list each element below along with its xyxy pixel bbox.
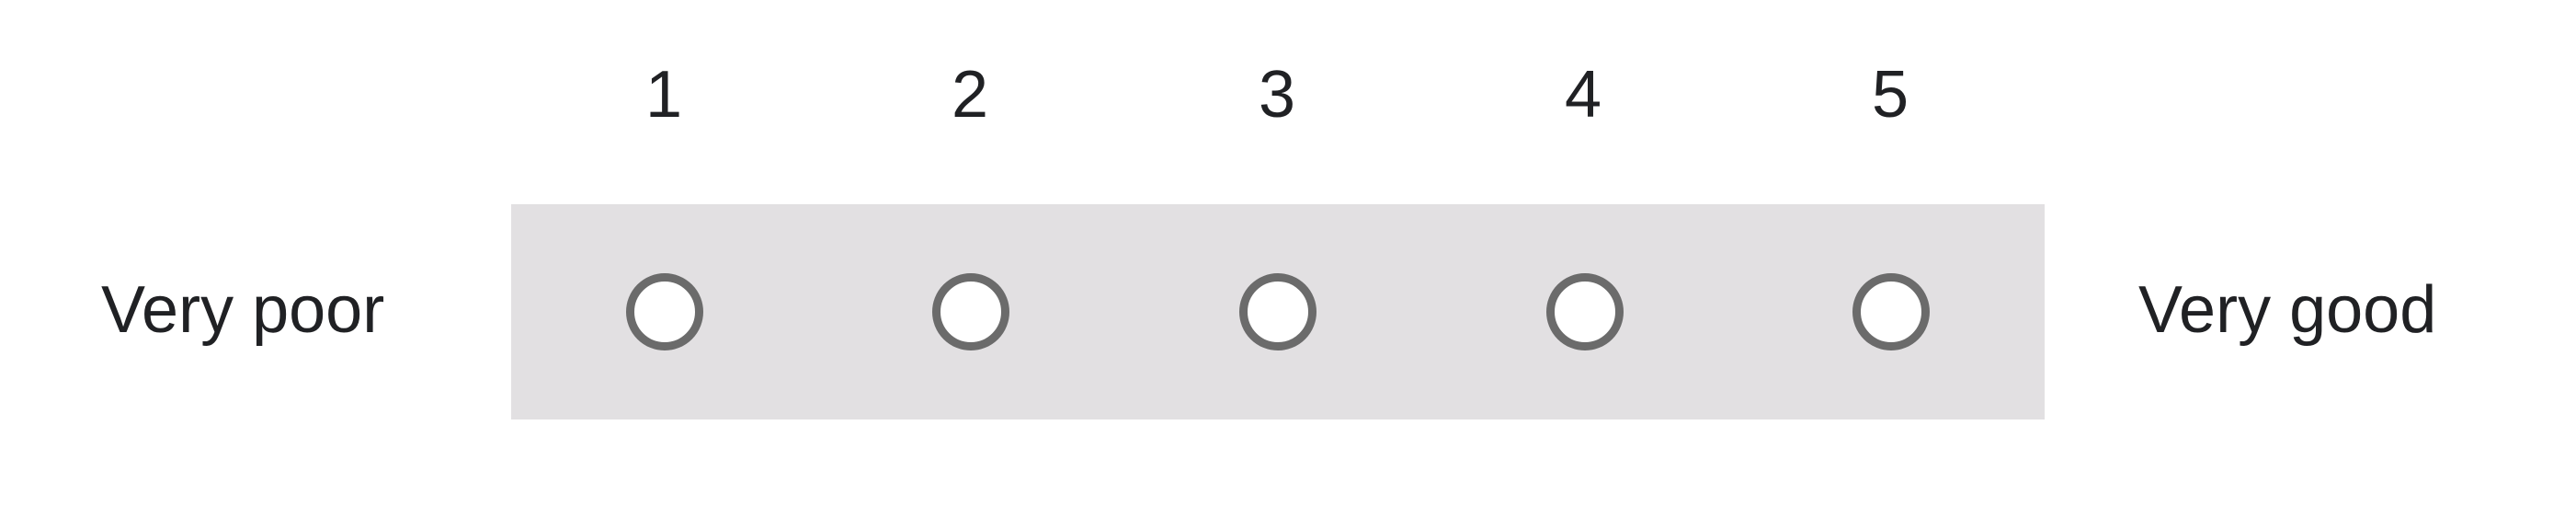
radio-unchecked-icon[interactable] — [932, 273, 1010, 350]
scale-number-3: 3 — [1258, 58, 1296, 132]
scale-number-5: 5 — [1871, 58, 1909, 132]
scale-number-1: 1 — [644, 58, 683, 132]
rating-option-5[interactable] — [1738, 204, 2045, 419]
scale-header: 1 2 3 4 5 — [0, 0, 2576, 166]
radio-unchecked-icon[interactable] — [1545, 273, 1624, 350]
scale-number-4: 4 — [1564, 58, 1602, 132]
radio-unchecked-icon[interactable] — [1852, 273, 1931, 350]
rating-option-1[interactable] — [511, 204, 818, 419]
low-anchor-label: Very poor — [101, 273, 385, 347]
rating-option-4[interactable] — [1431, 204, 1738, 419]
radio-unchecked-icon[interactable] — [625, 273, 703, 350]
high-anchor-label: Very good — [2138, 273, 2437, 347]
scale-number-2: 2 — [951, 58, 989, 132]
rating-option-2[interactable] — [818, 204, 1125, 419]
rating-radio-group — [511, 204, 2045, 419]
radio-unchecked-icon[interactable] — [1238, 273, 1316, 350]
rating-option-3[interactable] — [1124, 204, 1431, 419]
